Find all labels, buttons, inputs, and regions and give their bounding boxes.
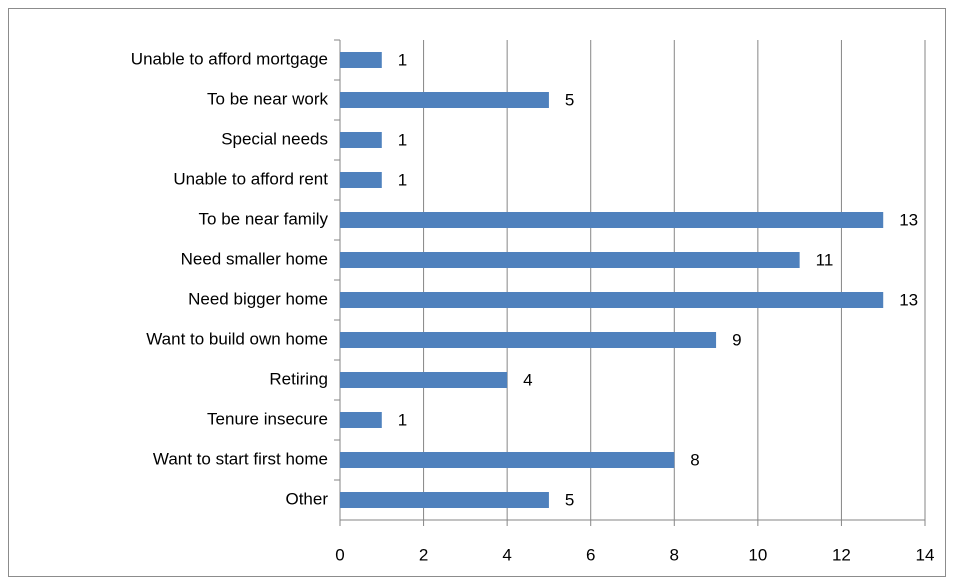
bar (340, 292, 884, 308)
value-label: 1 (398, 130, 407, 149)
y-tick-label: Unable to afford mortgage (131, 49, 328, 68)
y-tick-label: Want to start first home (153, 449, 328, 468)
x-tick-label: 2 (419, 545, 428, 564)
value-label: 1 (398, 170, 407, 189)
bar (340, 252, 800, 268)
value-label: 1 (398, 410, 407, 429)
x-tick-label: 4 (502, 545, 511, 564)
bar (340, 132, 382, 148)
bar (340, 172, 382, 188)
y-tick-label: To be near family (199, 209, 329, 228)
value-label: 8 (690, 450, 699, 469)
y-tick-label: Want to build own home (146, 329, 328, 348)
value-label: 5 (565, 490, 574, 509)
y-tick-label: Tenure insecure (207, 409, 328, 428)
x-tick-label: 6 (586, 545, 595, 564)
bar (340, 332, 717, 348)
value-label: 1 (398, 50, 407, 69)
bar (340, 372, 508, 388)
x-tick-label: 12 (832, 545, 851, 564)
x-tick-label: 0 (335, 545, 344, 564)
bar (340, 92, 549, 108)
bar (340, 492, 549, 508)
bar (340, 452, 675, 468)
bar (340, 412, 382, 428)
y-tick-label: Need bigger home (188, 289, 328, 308)
bar (340, 212, 884, 228)
y-tick-label: Special needs (221, 129, 328, 148)
y-tick-label: Unable to afford rent (173, 169, 328, 188)
value-label: 4 (523, 370, 532, 389)
x-tick-label: 8 (670, 545, 679, 564)
y-tick-label: Other (285, 489, 328, 508)
bar (340, 52, 382, 68)
value-label: 13 (899, 210, 918, 229)
y-tick-label: To be near work (207, 89, 328, 108)
x-tick-label: 10 (748, 545, 767, 564)
value-label: 5 (565, 90, 574, 109)
y-tick-label: Retiring (269, 369, 328, 388)
value-label: 11 (816, 250, 834, 269)
value-label: 13 (899, 290, 918, 309)
x-tick-label: 14 (916, 545, 935, 564)
value-label: 9 (732, 330, 741, 349)
y-tick-label: Need smaller home (181, 249, 328, 268)
